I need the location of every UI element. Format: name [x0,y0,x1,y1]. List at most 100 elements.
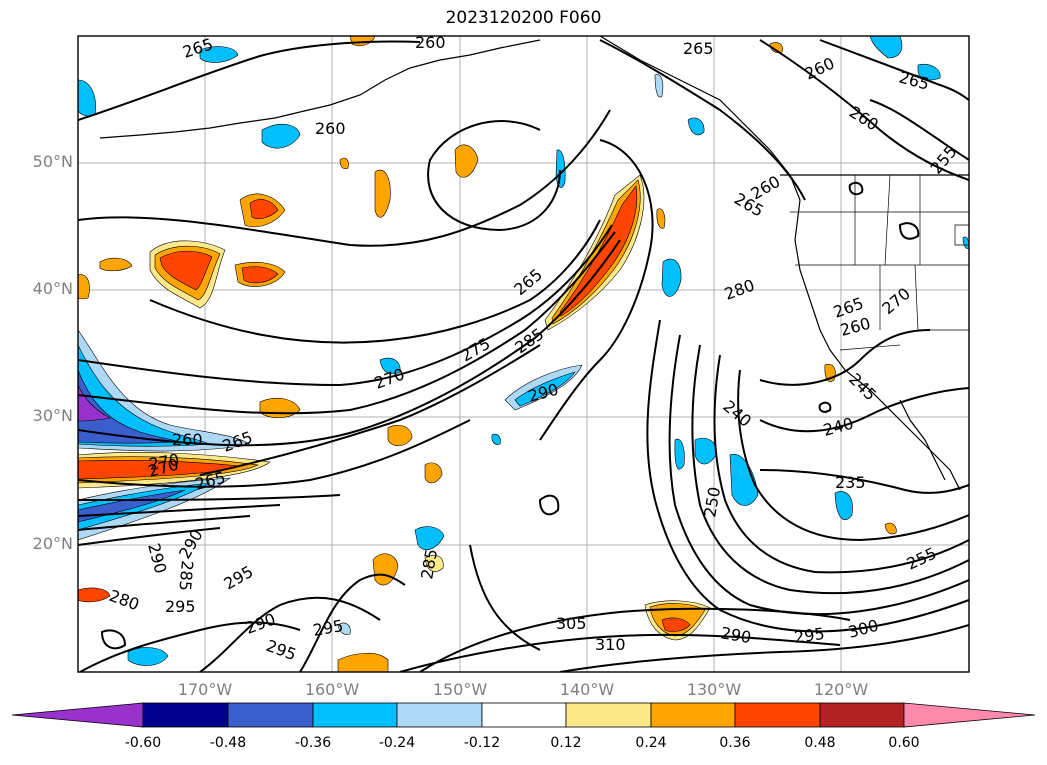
gridlines [78,36,969,672]
lat-label: 30°N [32,406,73,425]
contour-label: 260 [846,102,882,134]
cold-spot-155w [379,357,401,375]
cold-spot-131w [674,438,685,470]
warm-spot-118w [884,522,897,535]
west-cold-region-purple [78,384,111,422]
lon-label: 140°W [559,680,615,699]
colorbar [11,702,1036,728]
contour-label: 290 [719,623,752,647]
contour-label: 260 [172,430,203,449]
jet-warm-band-red [559,185,638,317]
contour-label: 265 [683,39,714,58]
warm-cluster-163w-red [241,266,279,284]
cold-spot-130w-north [694,437,717,465]
lat-label: 20°N [32,534,73,553]
colorbar-segment [312,702,398,728]
contour-label: 290 [144,541,170,575]
contour-label: 305 [556,614,587,633]
cold-spot-141w [555,149,566,188]
lat-label: 40°N [32,279,73,298]
colorbar-tick-label: 0.24 [635,735,667,751]
cold-spot-151w [414,526,445,551]
colorbar-tick-label: 0.12 [550,735,582,751]
warm-cluster-170w-red [159,250,213,291]
cold-spot-north-east [869,36,903,59]
contour-label: 255 [927,142,961,178]
colorbar-segment [819,702,905,728]
contour-label: 260 [315,119,346,138]
warm-spot-east [769,42,783,53]
warm-spot-156w [374,169,391,218]
warm-spot-175w [78,587,111,603]
warm-spot-155w [387,425,413,447]
contour-label: 310 [595,635,626,654]
cold-spot-147w [491,433,501,445]
contour-label: 280 [722,275,757,303]
lat-label: 50°N [32,152,73,171]
sw-cold-band-blue [78,482,211,531]
warm-spot-157w-south [372,553,399,586]
contour-label: 260 [802,53,838,83]
cold-spot-south-west [127,647,169,666]
cold-spot-128w [729,453,759,506]
cold-spot-133w [687,117,705,136]
contour-label: 235 [835,473,866,492]
warm-cluster-165w-red [249,199,279,220]
warm-spot-158w-north [349,36,376,47]
contour-label: 240 [719,397,755,431]
warm-blob-south-red [661,617,691,632]
lon-label: 130°W [686,680,742,699]
lon-label: 120°W [813,680,869,699]
contour-label: 255 [904,543,940,573]
lon-label: 170°W [177,680,233,699]
warm-spot-158w-south [337,652,389,672]
contour-label: 295 [311,616,344,640]
cold-spot-117w [962,236,969,249]
contour-label: 270 [372,364,407,392]
contour-label: 290 [243,609,278,637]
contour-label: 295 [221,562,257,594]
contour-label: 265 [510,265,546,299]
colorbar-extend-high [903,702,1036,728]
contour-label: 270 [878,284,914,318]
warm-cluster-west-edge [78,274,90,300]
colorbar-tick-label: -0.48 [209,735,247,751]
cold-spot-121w [834,491,853,520]
colorbar-segment [481,702,567,728]
cold-spot-far-north-east [917,63,941,81]
cold-spot-167w [261,123,301,149]
colorbar-extend-low [11,702,144,728]
contour-label: 295 [165,597,196,616]
lon-label: 150°W [432,680,488,699]
warm-spot-160w [259,397,301,419]
colorbar-tick-label: 0.36 [719,735,751,751]
cold-cluster-145w-blue [514,371,576,407]
contour-label: 300 [846,616,880,642]
warm-spot-150w [424,555,444,572]
colorbar-segment [227,702,314,728]
cold-spot-west-edge [78,79,96,117]
warm-spot-154w [424,462,443,484]
filled-contours [78,36,969,672]
contour-label: 250 [700,485,724,518]
cold-spot-north [199,46,239,63]
lon-label: 160°W [304,680,360,699]
colorbar-segment [734,702,821,728]
colorbar-tick-label: -0.24 [378,735,416,751]
contour-label: 295 [264,636,299,664]
map-frame [77,35,970,673]
contour-label: 240 [821,414,855,440]
west-cold-region-dark [78,369,181,444]
contour-label: 265 [220,427,255,455]
warm-spot-137w [656,208,666,229]
contour-label: 285 [511,324,547,357]
coastlines [99,36,969,491]
contour-label: 295 [793,624,826,647]
warm-cluster-172w [99,257,133,272]
chart-title: 2023120200 F060 [445,8,602,28]
cold-spot-157w-small [337,622,351,635]
contour-lines [78,39,969,672]
colorbar-tick-label: 0.48 [804,735,836,751]
colorbar-segment [396,702,483,728]
